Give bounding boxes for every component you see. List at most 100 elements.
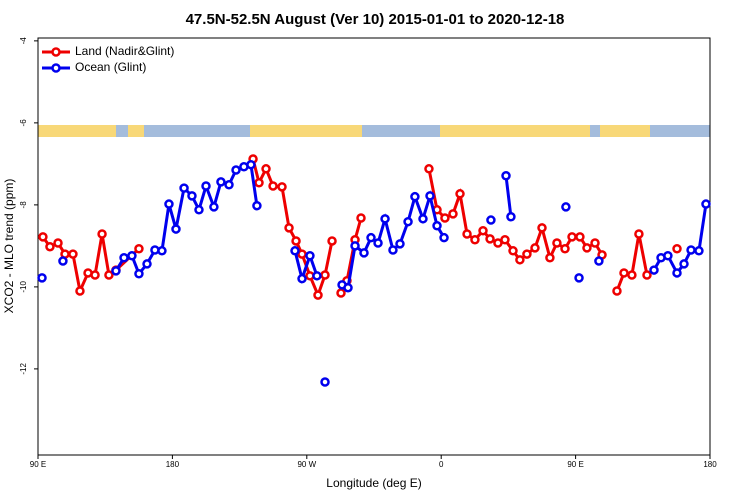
point: [119, 253, 129, 263]
point: [410, 191, 420, 202]
point: [261, 164, 271, 174]
point: [590, 238, 600, 248]
point: [679, 259, 689, 269]
point: [672, 268, 682, 278]
point: [619, 268, 629, 278]
point: [432, 221, 442, 231]
point: [356, 213, 366, 223]
chart-title: 47.5N-52.5N August (Ver 10) 2015-01-01 t…: [186, 11, 565, 28]
point: [486, 215, 496, 225]
point: [470, 234, 480, 245]
point: [297, 273, 307, 284]
point: [53, 238, 63, 248]
point: [75, 286, 85, 296]
point: [448, 209, 458, 219]
point: [500, 234, 510, 245]
x-tick-label: 90 W: [297, 460, 316, 469]
point: [224, 180, 234, 190]
point: [424, 164, 434, 174]
point: [252, 200, 262, 211]
point: [68, 249, 78, 259]
point: [552, 238, 562, 248]
y-tick-label: -6: [19, 119, 28, 127]
point: [312, 271, 322, 281]
y-tick-label: -8: [19, 201, 28, 209]
point: [530, 243, 540, 253]
x-tick-label: 90 E: [30, 460, 46, 469]
point: [388, 245, 398, 255]
point: [575, 232, 585, 242]
point: [672, 244, 682, 254]
point: [627, 270, 637, 280]
point: [305, 250, 315, 261]
point: [284, 223, 294, 233]
map-strip: [38, 125, 710, 137]
point: [37, 273, 47, 283]
point: [594, 256, 604, 266]
y-tick-label: -12: [19, 363, 28, 375]
point: [45, 241, 55, 252]
point: [327, 236, 337, 246]
point: [561, 202, 571, 212]
point: [537, 223, 547, 233]
point: [104, 270, 114, 280]
point: [134, 244, 144, 254]
point: [134, 269, 144, 279]
point: [649, 265, 659, 275]
point: [694, 246, 704, 256]
point: [171, 224, 181, 234]
point: [58, 256, 68, 266]
x-tick-label: 0: [439, 460, 444, 469]
x-tick-label: 180: [166, 460, 180, 469]
point: [403, 216, 413, 227]
point: [201, 181, 211, 191]
point: [343, 282, 353, 293]
point: [663, 250, 673, 261]
point: [493, 238, 503, 248]
point: [462, 229, 472, 239]
x-axis-label: Longitude (deg E): [326, 476, 421, 490]
point: [642, 270, 652, 280]
x-tick-label: 180: [703, 460, 717, 469]
point: [418, 214, 428, 224]
point: [277, 182, 287, 192]
point: [90, 270, 100, 280]
point: [246, 159, 256, 170]
point: [187, 191, 197, 201]
point: [380, 214, 390, 224]
point: [425, 191, 435, 201]
point: [164, 199, 174, 209]
point: [515, 255, 525, 265]
point: [567, 232, 577, 242]
point: [478, 225, 488, 236]
point: [508, 246, 518, 256]
point: [485, 234, 495, 244]
point: [38, 232, 48, 242]
point: [439, 232, 449, 243]
point: [506, 212, 516, 222]
point: [373, 238, 383, 248]
point: [127, 250, 137, 261]
point: [366, 232, 376, 243]
point: [612, 286, 622, 296]
point: [179, 183, 189, 193]
point: [686, 245, 696, 255]
point: [254, 177, 264, 188]
point: [231, 165, 241, 175]
point: [455, 189, 465, 199]
point: [209, 202, 219, 212]
point: [291, 236, 301, 246]
point: [634, 229, 644, 239]
point: [268, 181, 278, 191]
y-tick-label: -10: [19, 281, 28, 293]
point: [290, 246, 300, 256]
y-tick-label: -4: [19, 37, 28, 45]
point: [574, 273, 584, 283]
plot-frame: [37, 37, 711, 456]
x-tick-label: 90 E: [567, 460, 583, 469]
point: [522, 249, 532, 259]
point: [395, 239, 405, 249]
point: [216, 177, 226, 187]
point: [194, 205, 204, 215]
point: [111, 266, 121, 276]
